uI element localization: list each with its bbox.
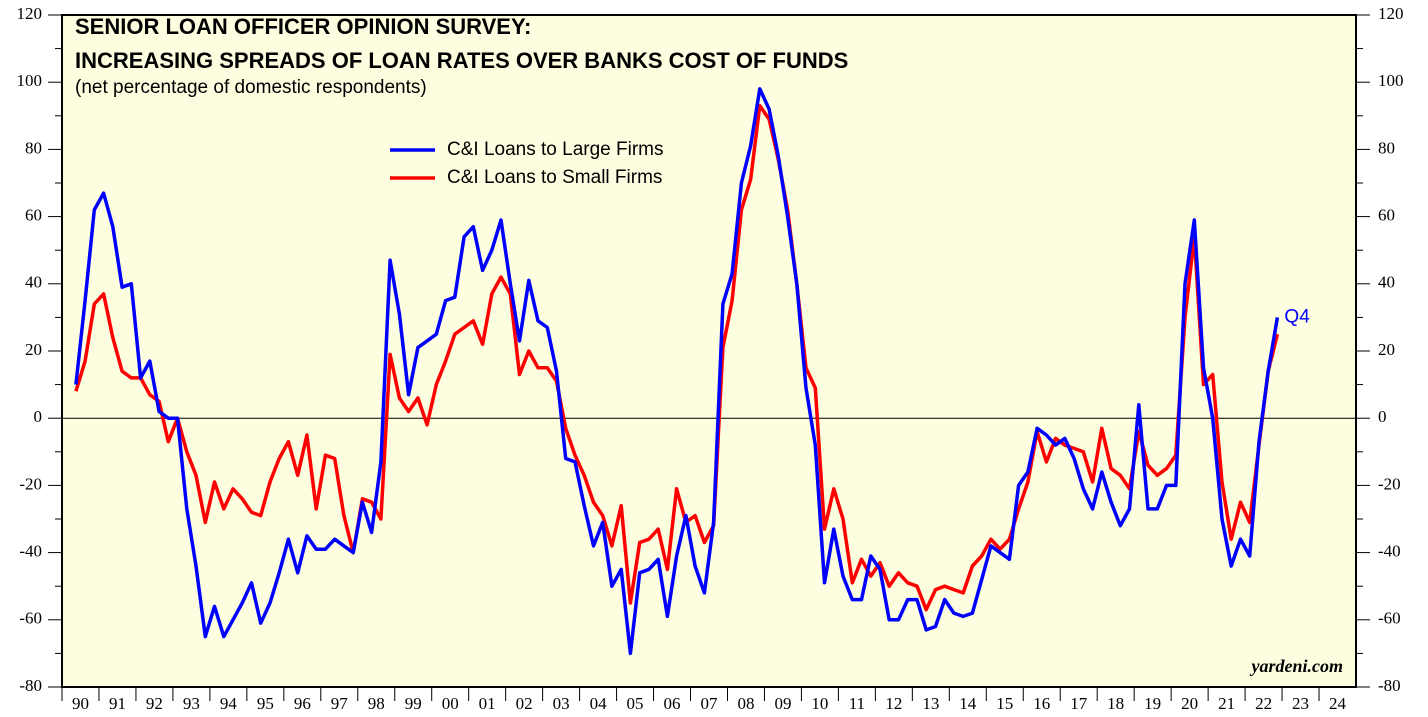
x-tick-label: 08 (737, 694, 754, 713)
y-tick-label: -80 (19, 676, 42, 695)
y-tick-label: 120 (17, 4, 43, 23)
x-tick-label: 90 (72, 694, 89, 713)
source: yardeni.com (1250, 656, 1344, 676)
x-tick-label: 91 (109, 694, 126, 713)
x-tick-label: 22 (1255, 694, 1272, 713)
x-tick-label: 96 (294, 694, 311, 713)
x-tick-label: 02 (516, 694, 533, 713)
x-tick-label: 13 (922, 694, 939, 713)
y-tick-label: 60 (25, 206, 42, 225)
x-tick-label: 00 (442, 694, 459, 713)
x-tick-label: 10 (811, 694, 828, 713)
x-tick-label: 20 (1181, 694, 1198, 713)
series-line (74, 103, 1280, 612)
y-tick-label: -40 (19, 542, 42, 561)
plot-area (62, 15, 1356, 687)
chart-subtitle: (net percentage of domestic respondents) (75, 77, 427, 98)
y2-tick-label: -60 (1378, 609, 1401, 628)
x-tick-label: 23 (1292, 694, 1309, 713)
legend-label: C&I Loans to Small Firms (447, 167, 662, 188)
y2-tick-label: 40 (1378, 273, 1395, 292)
x-tick-label: 17 (1070, 694, 1088, 713)
y2-tick-label: -40 (1378, 542, 1401, 561)
x-tick-label: 06 (664, 694, 681, 713)
x-tick-label: 01 (479, 694, 496, 713)
x-tick-label: 97 (331, 694, 349, 713)
x-tick-label: 15 (996, 694, 1013, 713)
x-tick-label: 24 (1329, 694, 1347, 713)
x-tick-label: 99 (405, 694, 422, 713)
series-line (74, 87, 1280, 656)
annotation: Q4 (1284, 306, 1310, 327)
y2-tick-label: -80 (1378, 676, 1401, 695)
x-tick-label: 21 (1218, 694, 1235, 713)
x-tick-label: 19 (1144, 694, 1161, 713)
y-tick-label: 40 (25, 273, 42, 292)
x-tick-label: 16 (1033, 694, 1050, 713)
x-tick-label: 18 (1107, 694, 1124, 713)
y-tick-label: -60 (19, 609, 42, 628)
chart-title-line2: INCREASING SPREADS OF LOAN RATES OVER BA… (75, 48, 848, 73)
x-tick-label: 09 (774, 694, 791, 713)
x-tick-label: 95 (257, 694, 274, 713)
y-tick-label: 100 (17, 71, 43, 90)
y-tick-label: 20 (25, 340, 42, 359)
y-tick-label: -20 (19, 474, 42, 493)
x-tick-label: 04 (590, 694, 608, 713)
x-tick-label: 12 (885, 694, 902, 713)
legend-label: C&I Loans to Large Firms (447, 139, 663, 160)
x-tick-label: 05 (627, 694, 644, 713)
y-tick-label: 0 (34, 407, 43, 426)
x-tick-label: 92 (146, 694, 163, 713)
y2-tick-label: 120 (1378, 4, 1404, 23)
x-tick-label: 98 (368, 694, 385, 713)
x-tick-label: 11 (849, 694, 865, 713)
y2-tick-label: 20 (1378, 340, 1395, 359)
y2-tick-label: 60 (1378, 206, 1395, 225)
y2-tick-label: 80 (1378, 138, 1395, 157)
plot-border (61, 14, 1357, 688)
y2-tick-label: 100 (1378, 71, 1404, 90)
x-tick-label: 07 (701, 694, 719, 713)
chart-title: SENIOR LOAN OFFICER OPINION SURVEY: (75, 14, 531, 39)
x-tick-label: 93 (183, 694, 200, 713)
x-tick-label: 03 (553, 694, 570, 713)
y-tick-label: 80 (25, 138, 42, 157)
x-tick-label: 94 (220, 694, 238, 713)
x-tick-label: 14 (959, 694, 977, 713)
y2-tick-label: -20 (1378, 474, 1401, 493)
y2-tick-label: 0 (1378, 407, 1387, 426)
